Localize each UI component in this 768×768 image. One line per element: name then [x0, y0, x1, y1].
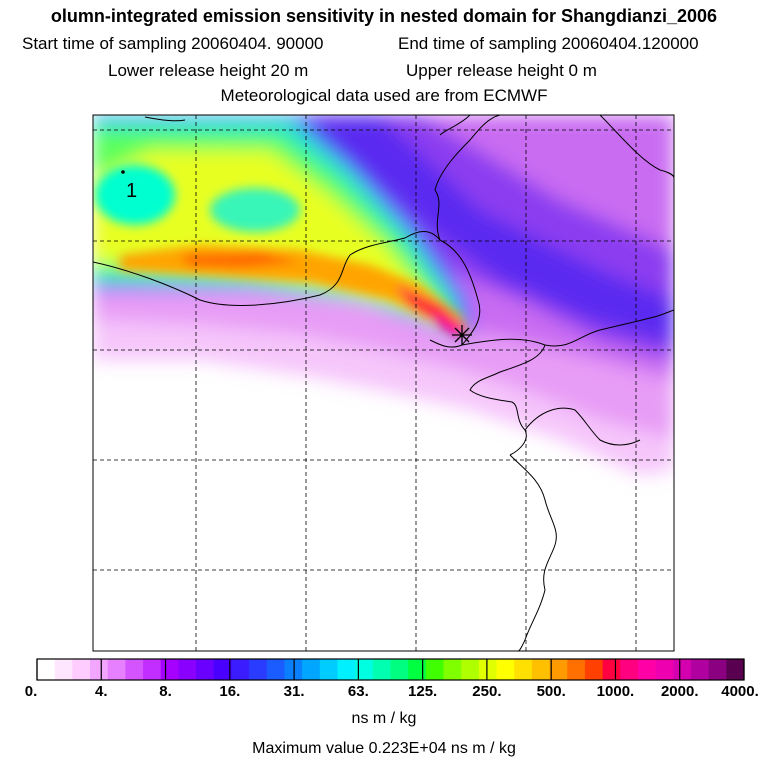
colorbar-cell	[390, 659, 409, 680]
colorbar-cell	[655, 659, 674, 680]
colorbar-tick-label: 125.	[408, 683, 438, 700]
colorbar-cell	[249, 659, 268, 680]
colorbar-cell	[319, 659, 338, 680]
colorbar-cell	[178, 659, 197, 680]
colorbar-cell	[567, 659, 586, 680]
start-time-label: Start time of sampling 20060404. 90000	[22, 34, 324, 53]
colorbar-cell	[408, 659, 427, 680]
colorbar-cell	[673, 659, 692, 680]
colorbar-tick-label: 500.	[536, 683, 566, 700]
colorbar-tick-label: 0.	[24, 683, 38, 700]
colorbar-tick-label: 8.	[159, 683, 172, 700]
colorbar-cell	[425, 659, 445, 680]
colorbar-units: ns m / kg	[351, 710, 417, 727]
colorbar-cell	[496, 659, 515, 680]
colorbar-cell	[213, 659, 232, 680]
colorbar-cell	[549, 659, 568, 680]
marker-dot	[121, 170, 125, 174]
colorbar-cell	[107, 659, 126, 680]
colorbar-cell	[478, 659, 498, 680]
colorbar-cell	[125, 659, 144, 680]
colorbar-cell	[37, 659, 56, 680]
plume-field	[93, 115, 674, 651]
colorbar-cell	[266, 659, 285, 680]
colorbar-tick-label: 1000.	[596, 683, 635, 700]
colorbar-tick-label: 2000.	[660, 683, 699, 700]
colorbar-cell	[372, 659, 391, 680]
colorbar-cell	[160, 659, 179, 680]
met-data-label: Meteorological data used are from ECMWF	[220, 86, 548, 105]
receptor-star-icon	[452, 325, 472, 345]
colorbar-cell	[196, 659, 215, 680]
lower-height-label: Lower release height 20 m	[108, 61, 309, 80]
colorbar-cell	[514, 659, 533, 680]
map-frame	[92, 114, 675, 652]
colorbar-tick-label: 16.	[219, 683, 241, 700]
coastline	[93, 115, 674, 651]
upper-height-label: Upper release height 0 m	[406, 61, 597, 80]
colorbar-cell	[690, 659, 710, 680]
map-title: olumn-integrated emission sensitivity in…	[50, 6, 718, 26]
colorbar-cell	[637, 659, 657, 680]
colorbar-cell	[443, 659, 462, 680]
colorbar-cell	[54, 659, 73, 680]
max-value-label: Maximum value 0.223E+04 ns m / kg	[252, 740, 516, 757]
colorbar-cell	[620, 659, 639, 680]
colorbar-tick-label: 4.	[95, 683, 108, 700]
colorbar-tick-label: 31.	[283, 683, 305, 700]
colorbar-tick-label: 250.	[472, 683, 502, 700]
colorbar-cell	[584, 659, 604, 680]
colorbar-cell	[355, 659, 374, 680]
colorbar-cell	[231, 659, 250, 680]
colorbar-cell	[143, 659, 162, 680]
colorbar-cell	[337, 659, 356, 680]
colorbar-cell	[602, 659, 621, 680]
colorbar-cell	[726, 659, 745, 680]
colorbar-tick-label: 4000.	[721, 683, 759, 700]
colorbar-cell	[72, 659, 91, 680]
graticule	[93, 115, 674, 651]
colorbar-cell	[708, 659, 727, 680]
colorbar-tick-label: 63.	[347, 683, 369, 700]
marker-label: 1	[126, 180, 137, 202]
colorbar-cell	[302, 659, 321, 680]
colorbar-cell	[531, 659, 551, 680]
end-time-label: End time of sampling 20060404.120000	[398, 34, 699, 53]
colorbar-cell	[90, 659, 109, 680]
colorbar-cell	[461, 659, 480, 680]
